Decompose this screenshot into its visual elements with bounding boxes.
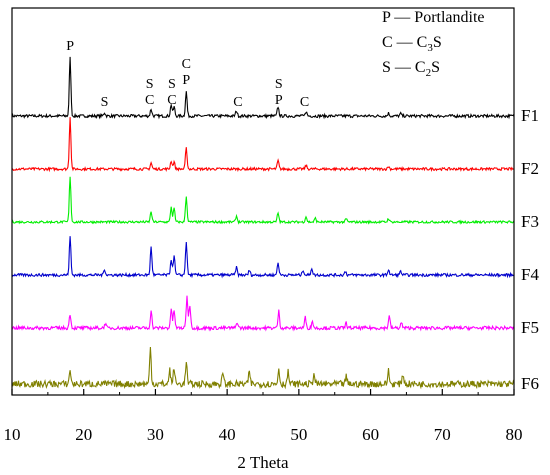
series-line-f1 (11, 56, 515, 120)
peak-label: C (167, 93, 176, 108)
series-line-f4 (11, 236, 515, 279)
x-axis: 10 20 30 40 50 60 70 80 (4, 389, 523, 444)
legend: P — Portlandite C — C3S S — C2S (382, 9, 485, 79)
series-line-f3 (11, 176, 515, 225)
series-labels: F1 F2 F3 F4 F5 F6 (521, 106, 539, 393)
peak-label: S (168, 77, 176, 92)
legend-entry: C — C3S (382, 34, 442, 54)
x-tick-label: 10 (4, 425, 21, 444)
peak-label: P (275, 93, 283, 108)
series-label-f3: F3 (521, 212, 539, 231)
series-label-f2: F2 (521, 159, 539, 178)
peak-label: C (233, 95, 242, 110)
peak-label: S (275, 77, 283, 92)
x-tick-label: 60 (362, 425, 379, 444)
peak-label: P (182, 73, 190, 88)
x-tick-label: 40 (219, 425, 236, 444)
series-curves (11, 56, 515, 390)
peak-label: C (300, 95, 309, 110)
x-tick-label: 20 (75, 425, 92, 444)
x-tick-label: 50 (290, 425, 307, 444)
peak-label: P (66, 39, 74, 54)
x-tick-label: 80 (506, 425, 523, 444)
x-axis-label: 2 Theta (237, 453, 289, 472)
peak-label: S (146, 77, 154, 92)
series-label-f5: F5 (521, 318, 539, 337)
series-line-f6 (11, 346, 515, 390)
series-label-f6: F6 (521, 374, 539, 393)
peak-label: C (182, 57, 191, 72)
series-line-f2 (11, 117, 515, 173)
x-tick-label: 70 (434, 425, 451, 444)
series-line-f5 (11, 295, 515, 332)
x-tick-label: 30 (147, 425, 164, 444)
peak-label: C (145, 93, 154, 108)
series-label-f1: F1 (521, 106, 539, 125)
series-label-f4: F4 (521, 265, 539, 284)
peak-label: S (101, 95, 109, 110)
legend-entry: P — Portlandite (382, 9, 485, 26)
legend-entry: S — C2S (382, 59, 440, 79)
